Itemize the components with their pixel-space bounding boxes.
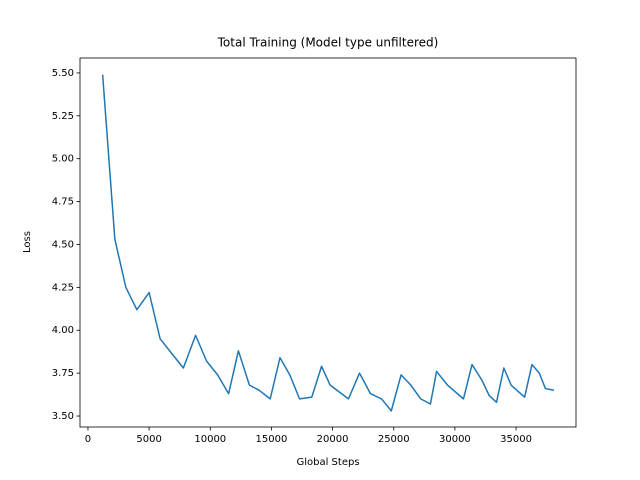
x-tick-label: 10000 (194, 434, 226, 445)
x-tick-label: 0 (85, 434, 91, 445)
x-tick-label: 5000 (136, 434, 161, 445)
x-axis-label: Global Steps (296, 457, 359, 468)
y-axis-label: Loss (22, 231, 33, 253)
y-tick-label: 4.75 (52, 197, 74, 208)
chart-title: Total Training (Model type unfiltered) (217, 36, 439, 50)
y-tick-label: 5.00 (52, 154, 74, 165)
x-tick-label: 35000 (500, 434, 532, 445)
y-tick-label: 3.75 (52, 368, 74, 379)
y-tick-label: 4.00 (52, 325, 74, 336)
x-tick-label: 15000 (256, 434, 288, 445)
x-tick-label: 30000 (439, 434, 471, 445)
x-tick-label: 25000 (378, 434, 410, 445)
axes-frame (79, 57, 577, 428)
y-tick-label: 5.25 (52, 111, 74, 122)
y-tick-label: 4.25 (52, 282, 74, 293)
y-tick-label: 4.50 (52, 239, 74, 250)
y-tick-label: 3.50 (52, 411, 74, 422)
line-series (101, 74, 555, 412)
y-tick-label: 5.50 (52, 68, 74, 79)
x-tick-label: 20000 (317, 434, 349, 445)
